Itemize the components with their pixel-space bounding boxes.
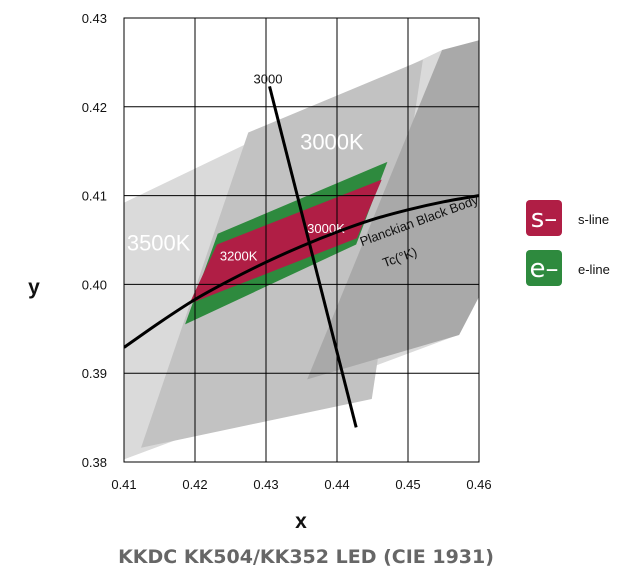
legend-glyph-e-line: e–: [530, 254, 559, 284]
plot-frame: [123, 17, 480, 463]
x-tick-label-4: 0.45: [395, 477, 420, 492]
region-label-3500k-0: 3500K: [127, 231, 191, 256]
legend-label-s-line: s-line: [578, 212, 609, 227]
y-tick-label-5: 0.43: [82, 11, 107, 26]
x-tick-label-5: 0.46: [466, 477, 491, 492]
legend-swatch-s-line: [526, 200, 562, 236]
legend: s– s-line e– e-line: [526, 200, 610, 286]
y-tick-label-0: 0.38: [82, 455, 107, 470]
region-label-layer: 3500K 3000K 3200K 3000K: [127, 129, 364, 263]
y-axis-label: y: [28, 276, 40, 299]
legend-glyph-s-line: s–: [531, 204, 558, 234]
region-s-line-4: [189, 179, 382, 304]
y-tick-label-3: 0.41: [82, 189, 107, 204]
y-tick-label-2: 0.40: [82, 277, 107, 292]
line-layer: [124, 86, 479, 428]
x-axis-label: x: [295, 510, 307, 533]
chart-title: KKDC KK504/KK352 LED (CIE 1931): [118, 546, 494, 568]
y-tick-label-4: 0.42: [82, 100, 107, 115]
legend-label-e-line: e-line: [578, 262, 610, 277]
y-tick-labels: 0.38 0.39 0.40 0.41 0.42 0.43: [82, 11, 107, 470]
line-label-3000: 3000: [254, 71, 283, 86]
y-tick-label-1: 0.39: [82, 366, 107, 381]
region-label-3000k-3: 3000K: [307, 221, 345, 236]
line-planckian-black-body: [124, 194, 479, 349]
region-label-3200k-2: 3200K: [220, 248, 258, 263]
x-tick-label-1: 0.42: [182, 477, 207, 492]
line-3000: [268, 86, 358, 428]
x-tick-label-0: 0.41: [111, 477, 136, 492]
legend-swatch-e-line: [526, 250, 562, 286]
x-tick-labels: 0.41 0.42 0.43 0.44 0.45 0.46: [111, 477, 491, 492]
region-3000k-2: [307, 40, 479, 380]
x-tick-label-2: 0.43: [253, 477, 278, 492]
region-label-3000k-1: 3000K: [300, 129, 364, 154]
x-tick-label-3: 0.44: [324, 477, 349, 492]
